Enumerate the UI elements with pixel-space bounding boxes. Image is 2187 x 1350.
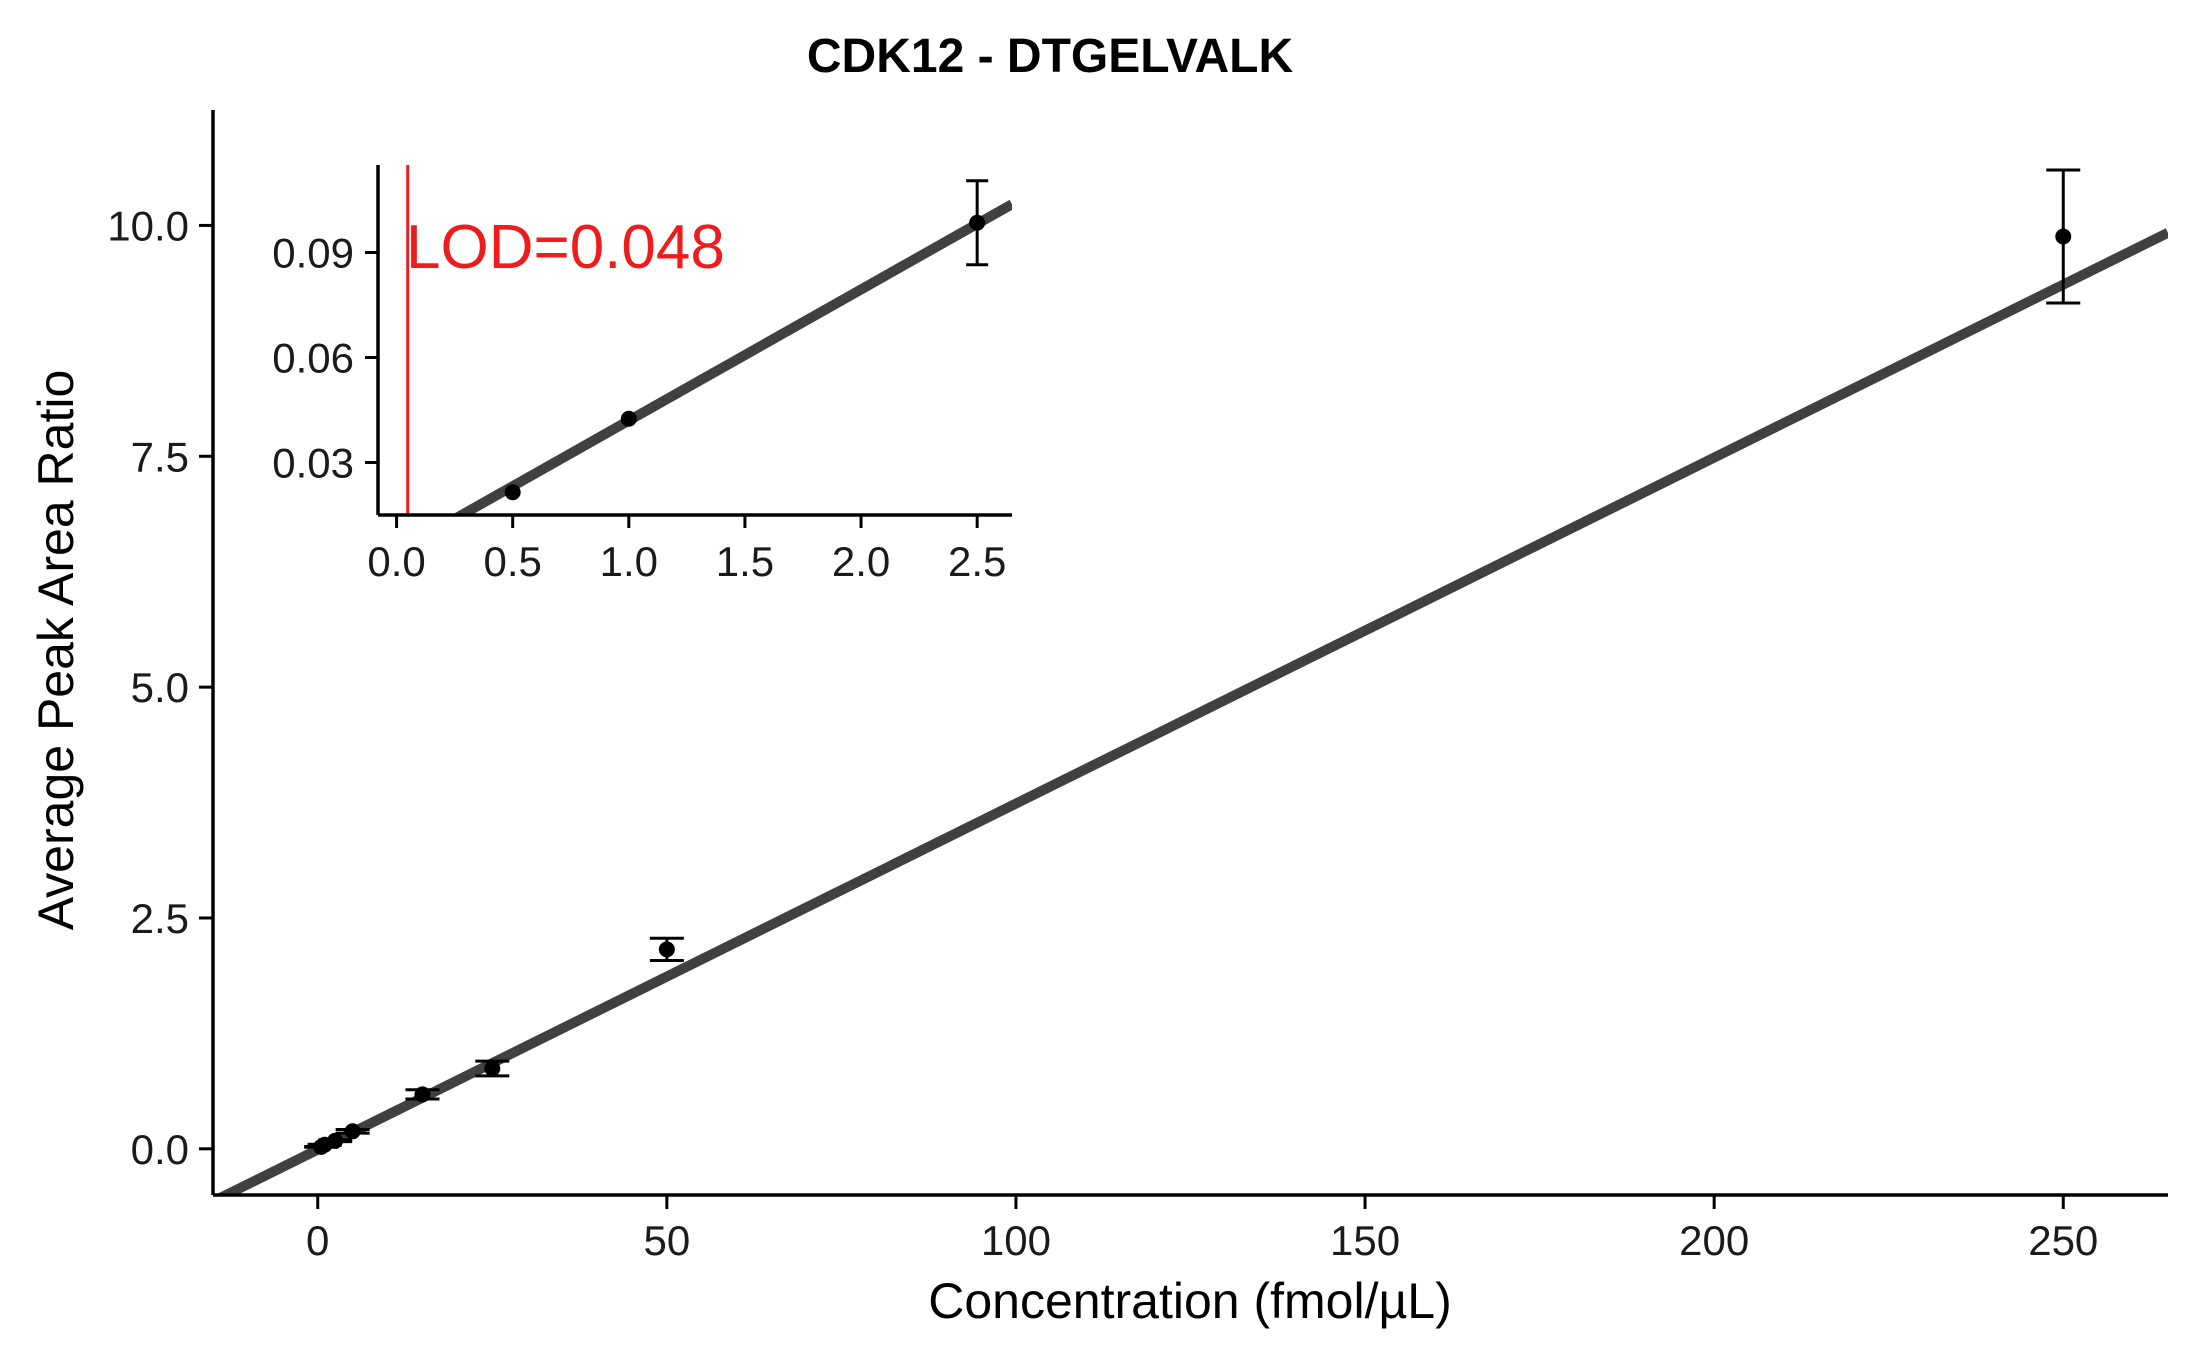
fit-line — [214, 228, 2168, 1195]
x-tick-label: 2.5 — [948, 538, 1006, 585]
main-plot-panel: 0 50 100 150 200 250 0.0 2.5 5.0 7.5 10.0 — [107, 110, 2168, 1264]
x-tick-label: 0 — [306, 1217, 329, 1264]
x-tick-label: 1.5 — [716, 538, 774, 585]
x-tick-label: 50 — [643, 1217, 690, 1264]
y-axis-label: Average Peak Area Ratio — [28, 370, 84, 931]
x-tick-label: 2.0 — [832, 538, 890, 585]
data-point — [484, 1060, 501, 1077]
data-point — [414, 1086, 431, 1103]
chart-title: CDK12 - DTGELVALK — [807, 30, 1294, 83]
fit-line — [451, 199, 1012, 515]
data-point — [344, 1123, 361, 1140]
y-tick-label: 0.03 — [272, 440, 354, 487]
inset-plot-panel: 0.0 0.5 1.0 1.5 2.0 2.5 0.03 0.06 0.09 — [272, 165, 1012, 585]
lod-annotation: LOD=0.048 — [406, 213, 725, 282]
x-tick-label: 0.5 — [484, 538, 542, 585]
x-tick-label: 150 — [1330, 1217, 1400, 1264]
x-tick-label: 200 — [1679, 1217, 1749, 1264]
y-tick-label: 0.0 — [131, 1126, 189, 1173]
data-point — [658, 941, 675, 958]
data-point — [504, 484, 521, 501]
x-tick-label: 100 — [981, 1217, 1051, 1264]
y-tick-label: 7.5 — [131, 433, 189, 480]
y-tick-label: 5.0 — [131, 664, 189, 711]
data-point — [969, 214, 986, 231]
data-point — [2055, 228, 2072, 245]
x-tick-label: 1.0 — [600, 538, 658, 585]
x-tick-label: 0.0 — [367, 538, 425, 585]
y-tick-label: 0.09 — [272, 230, 354, 277]
data-point — [327, 1132, 344, 1149]
data-point — [620, 410, 637, 427]
x-tick-label: 250 — [2028, 1217, 2098, 1264]
y-tick-label: 2.5 — [131, 895, 189, 942]
y-tick-label: 0.06 — [272, 335, 354, 382]
y-tick-label: 10.0 — [107, 203, 189, 250]
x-axis-label: Concentration (fmol/µL) — [928, 1273, 1451, 1329]
